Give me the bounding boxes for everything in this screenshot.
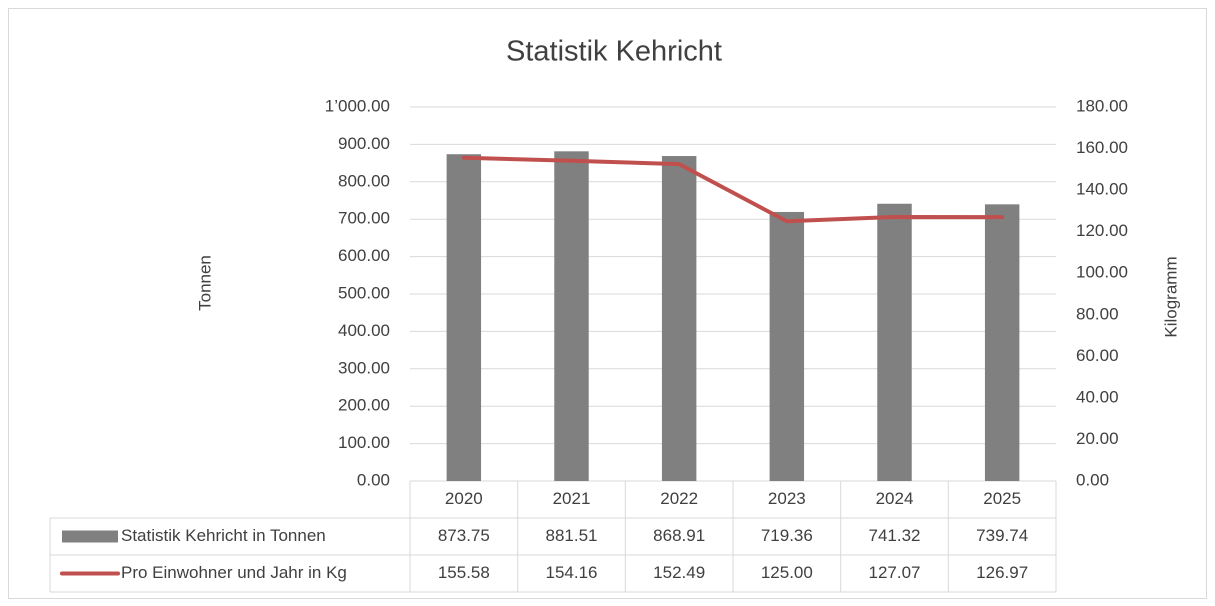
y2-tick-label: 120.00 bbox=[1076, 221, 1128, 240]
y2-tick-label: 140.00 bbox=[1076, 180, 1128, 199]
chart-title: Statistik Kehricht bbox=[506, 36, 722, 68]
legend-key bbox=[62, 530, 118, 543]
y-tick-label: 500.00 bbox=[338, 283, 390, 302]
bar bbox=[554, 151, 589, 482]
x-tick-label: 2023 bbox=[768, 489, 806, 508]
table-value: 126.97 bbox=[976, 563, 1028, 582]
y-tick-label: 600.00 bbox=[338, 246, 390, 265]
table-value: 155.58 bbox=[438, 563, 490, 582]
y-tick-label: 200.00 bbox=[338, 396, 390, 415]
y2-tick-label: 80.00 bbox=[1076, 304, 1119, 323]
y2-tick-label: 40.00 bbox=[1076, 387, 1119, 406]
y-tick-label: 0.00 bbox=[357, 470, 390, 489]
y-tick-label: 400.00 bbox=[338, 321, 390, 340]
y2-axis-title: Kilogramm bbox=[1161, 256, 1180, 337]
y-tick-label: 900.00 bbox=[338, 134, 390, 153]
y2-tick-label: 20.00 bbox=[1076, 429, 1119, 448]
bar bbox=[984, 204, 1020, 482]
table-value: 873.75 bbox=[438, 526, 490, 545]
bar bbox=[769, 211, 805, 482]
table-value: 125.00 bbox=[761, 563, 813, 582]
legend-label: Statistik Kehricht in Tonnen bbox=[121, 526, 326, 545]
table-value: 719.36 bbox=[761, 526, 813, 545]
y2-tick-label: 60.00 bbox=[1076, 346, 1119, 365]
x-tick-label: 2020 bbox=[445, 489, 483, 508]
bar bbox=[446, 154, 482, 481]
legend-label: Pro Einwohner und Jahr in Kg bbox=[121, 563, 347, 582]
table-value: 739.74 bbox=[976, 526, 1028, 545]
table-value: 152.49 bbox=[653, 563, 705, 582]
table-value: 741.32 bbox=[869, 526, 921, 545]
y2-tick-label: 180.00 bbox=[1076, 96, 1128, 115]
x-tick-label: 2024 bbox=[876, 489, 914, 508]
y-axis-title: Tonnen bbox=[195, 255, 214, 311]
line bbox=[461, 155, 1005, 224]
bar bbox=[661, 156, 697, 482]
y-tick-label: 800.00 bbox=[338, 171, 390, 190]
y-tick-label: 100.00 bbox=[338, 433, 390, 452]
y2-tick-label: 100.00 bbox=[1076, 263, 1128, 282]
table-value: 868.91 bbox=[653, 526, 705, 545]
table-value: 881.51 bbox=[546, 526, 598, 545]
x-tick-label: 2025 bbox=[983, 489, 1021, 508]
x-tick-label: 2022 bbox=[660, 489, 698, 508]
y2-tick-label: 0.00 bbox=[1076, 470, 1109, 489]
bar bbox=[877, 203, 912, 481]
y2-tick-label: 160.00 bbox=[1076, 138, 1128, 157]
x-tick-label: 2021 bbox=[553, 489, 591, 508]
y-tick-label: 1’000.00 bbox=[325, 96, 390, 115]
y-tick-label: 700.00 bbox=[338, 209, 390, 228]
chart-border bbox=[8, 8, 1207, 599]
y-tick-label: 300.00 bbox=[338, 358, 390, 377]
table-value: 154.16 bbox=[546, 563, 598, 582]
table-value: 127.07 bbox=[869, 563, 921, 582]
